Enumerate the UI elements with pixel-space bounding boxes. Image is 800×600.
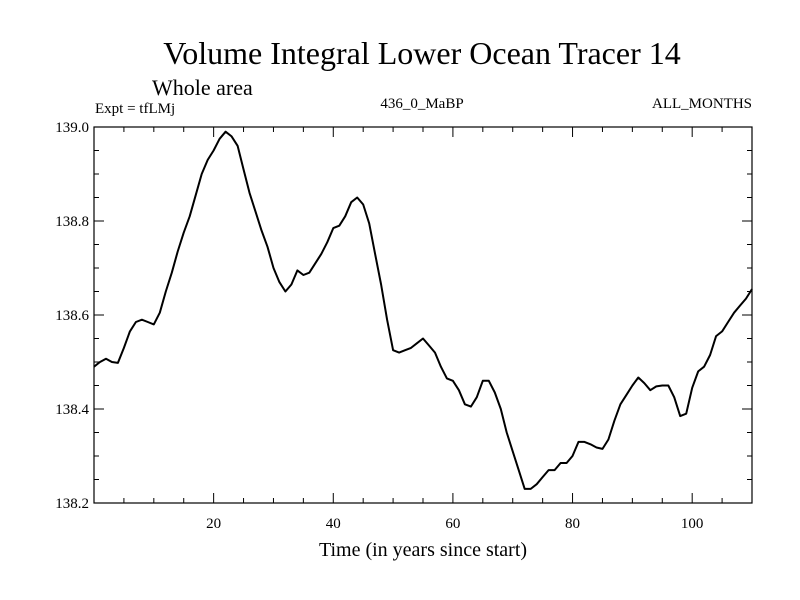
x-axis: 20 40 60 80 100 bbox=[123, 127, 723, 532]
months-label: ALL_MONTHS bbox=[652, 96, 752, 112]
x-tick-label: 40 bbox=[326, 516, 341, 532]
x-tick-label: 60 bbox=[445, 516, 460, 532]
chart-subtitle: Whole area bbox=[152, 75, 253, 100]
x-axis-label: Time (in years since start) bbox=[319, 539, 527, 561]
experiment-label: Expt = tfLMj bbox=[95, 101, 175, 117]
x-tick-label: 20 bbox=[206, 516, 221, 532]
y-tick-label: 139.0 bbox=[55, 120, 89, 136]
y-tick-label: 138.4 bbox=[55, 402, 89, 418]
chart-title: Volume Integral Lower Ocean Tracer 14 bbox=[163, 35, 680, 71]
x-tick-label: 100 bbox=[681, 516, 704, 532]
period-label: 436_0_MaBP bbox=[380, 96, 463, 112]
series-line bbox=[93, 130, 753, 490]
plot-frame bbox=[93, 126, 753, 504]
y-axis: 138.2 138.4 138.6 138.8 139.0 bbox=[55, 120, 752, 512]
y-tick-label: 138.6 bbox=[55, 308, 89, 324]
y-tick-label: 138.2 bbox=[55, 496, 89, 512]
series-layer bbox=[93, 130, 753, 490]
y-tick-label: 138.8 bbox=[55, 214, 89, 230]
x-tick-label: 80 bbox=[565, 516, 580, 532]
